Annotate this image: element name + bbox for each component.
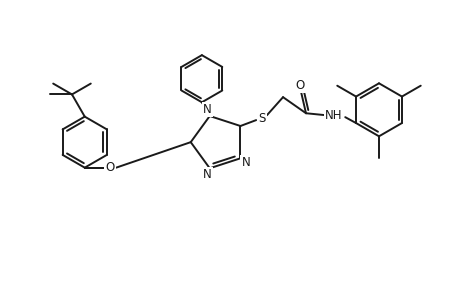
Text: N: N <box>241 156 250 169</box>
Text: N: N <box>203 168 212 181</box>
Text: O: O <box>106 161 115 174</box>
Text: N: N <box>203 103 212 116</box>
Text: S: S <box>258 112 265 124</box>
Text: O: O <box>295 79 304 92</box>
Text: NH: NH <box>324 109 341 122</box>
